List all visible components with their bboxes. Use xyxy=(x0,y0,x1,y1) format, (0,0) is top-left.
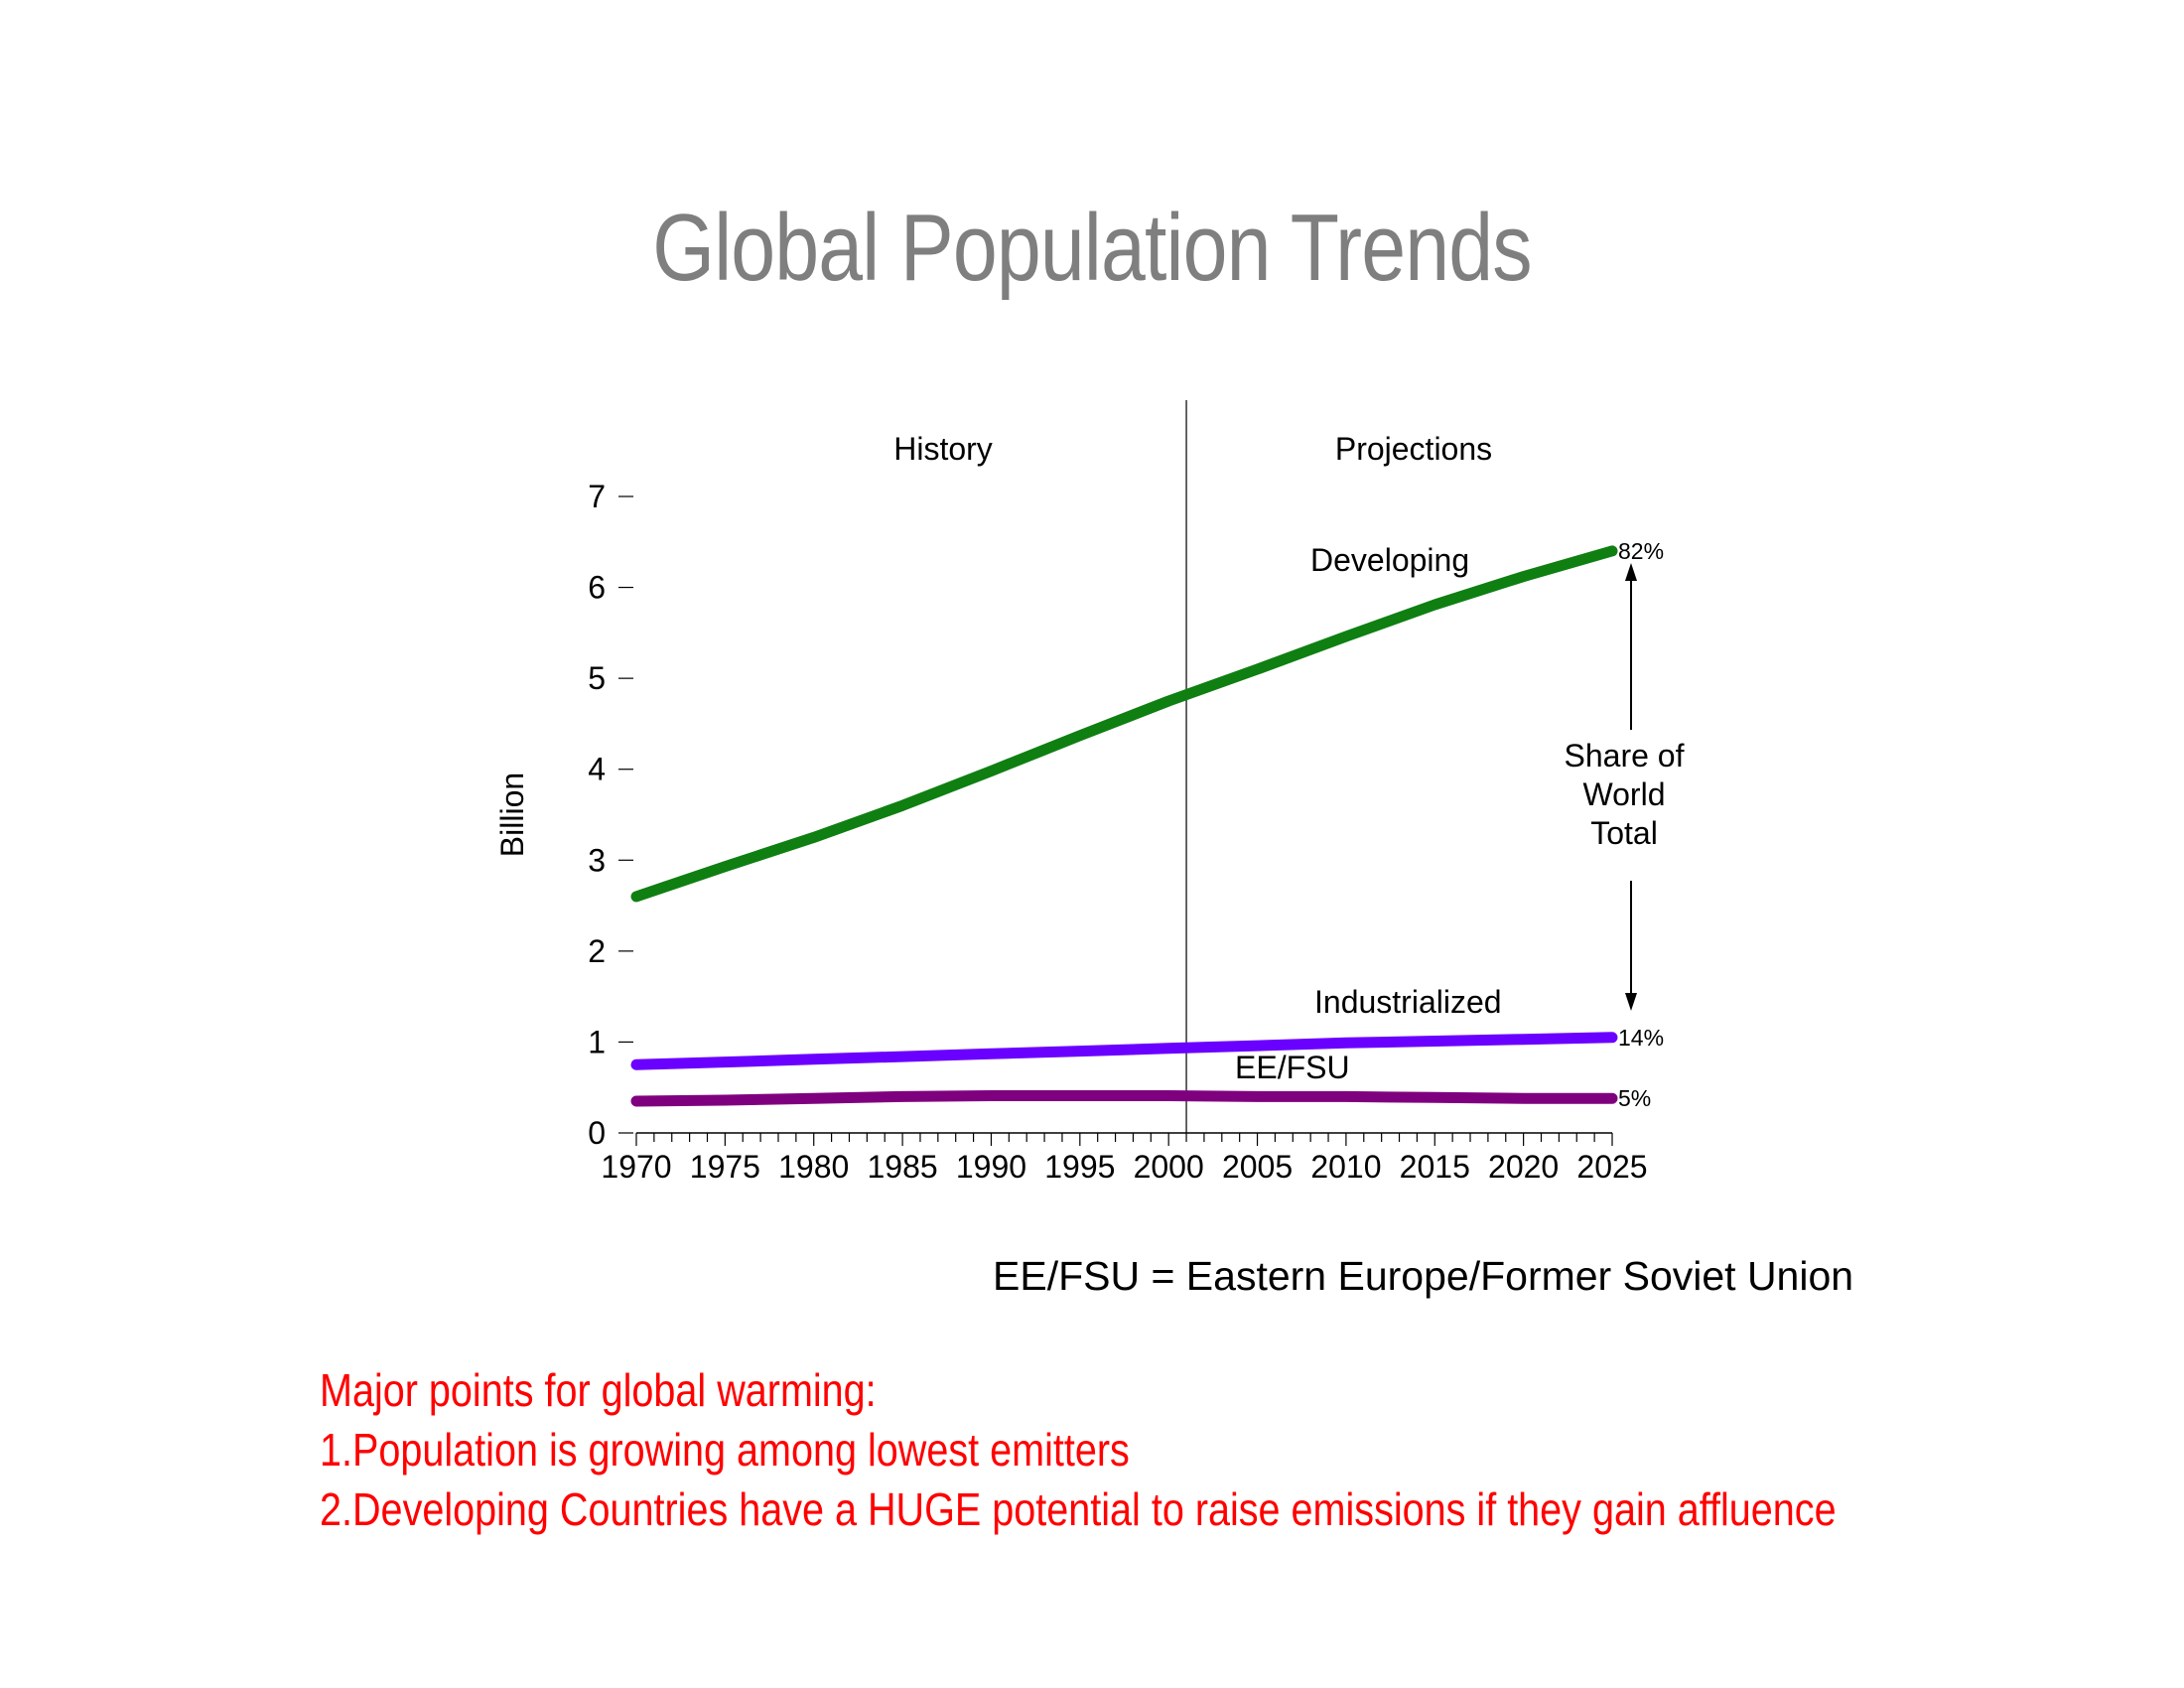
series-label: Industrialized xyxy=(1314,984,1502,1020)
y-tick-label: 1 xyxy=(588,1024,606,1059)
projections-label: Projections xyxy=(1335,431,1492,467)
x-tick-label: 1970 xyxy=(601,1149,671,1185)
y-tick-label: 4 xyxy=(588,752,606,787)
y-tick-label: 2 xyxy=(588,933,606,969)
series-end-label: 14% xyxy=(1618,1025,1664,1051)
x-tick-label: 2000 xyxy=(1134,1149,1204,1185)
notes-block: Major points for global warming: 1.Popul… xyxy=(320,1360,1837,1539)
x-tick-label: 1975 xyxy=(690,1149,760,1185)
notes-item-1: 1.Population is growing among lowest emi… xyxy=(320,1424,1130,1476)
history-label: History xyxy=(893,431,993,467)
series-label: Developing xyxy=(1310,542,1469,578)
y-tick-label: 5 xyxy=(588,660,606,696)
x-tick-label: 1980 xyxy=(778,1149,849,1185)
x-tick-label: 2020 xyxy=(1488,1149,1559,1185)
page-title: Global Population Trends xyxy=(652,195,1532,301)
series-line-developing xyxy=(630,545,1618,903)
share-label-line: World xyxy=(1583,776,1666,812)
y-tick-label: 3 xyxy=(588,842,606,878)
series-line-ee-fsu xyxy=(630,1090,1618,1107)
x-tick-label: 2010 xyxy=(1310,1149,1381,1185)
y-tick-label: 0 xyxy=(588,1115,606,1151)
x-tick-label: 2025 xyxy=(1576,1149,1647,1185)
share-arrow-up-head xyxy=(1625,563,1637,581)
share-label-line: Share of xyxy=(1565,738,1685,774)
y-axis-label: Billion xyxy=(494,773,530,857)
series-label: EE/FSU xyxy=(1235,1050,1350,1085)
x-tick-label: 1985 xyxy=(867,1149,937,1185)
series-end-label: 5% xyxy=(1618,1085,1651,1111)
notes-item-2: 2.Developing Countries have a HUGE poten… xyxy=(320,1483,1837,1535)
x-tick-label: 2005 xyxy=(1222,1149,1293,1185)
y-tick-label: 6 xyxy=(588,570,606,606)
notes-heading: Major points for global warming: xyxy=(320,1364,877,1416)
series-line-industrialized xyxy=(630,1032,1618,1070)
share-label-line: Total xyxy=(1590,815,1658,851)
series-end-label: 82% xyxy=(1618,538,1664,564)
x-tick-label: 1990 xyxy=(956,1149,1026,1185)
x-tick-label: 1995 xyxy=(1044,1149,1115,1185)
footnote: EE/FSU = Eastern Europe/Former Soviet Un… xyxy=(993,1253,1854,1299)
share-arrow-down-head xyxy=(1625,993,1637,1011)
x-tick-label: 2015 xyxy=(1400,1149,1470,1185)
y-tick-label: 7 xyxy=(588,479,606,514)
